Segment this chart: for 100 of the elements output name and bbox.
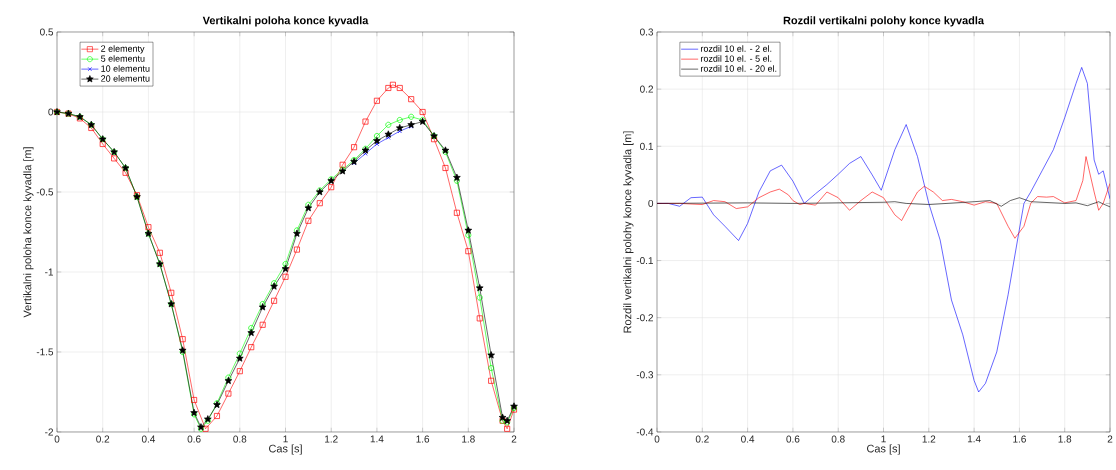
point: [396, 85, 403, 91]
point: [191, 397, 198, 403]
point: [373, 97, 380, 104]
legend-label: 10 elementu: [101, 65, 150, 72]
chart-title: Vertikalni poloha konce kyvadla: [202, 16, 369, 27]
point: [384, 130, 393, 138]
y-tick-label: -1: [45, 268, 54, 276]
point: [475, 284, 484, 292]
point: [111, 155, 118, 162]
point: [225, 374, 232, 381]
x-tick-label: 0.8: [831, 435, 845, 443]
x-tick-label: 1.4: [370, 435, 384, 443]
point: [305, 217, 312, 224]
point: [259, 321, 266, 328]
x-tick-label: 0: [54, 435, 60, 443]
y-tick-label: 0.2: [640, 85, 653, 93]
x-axis-title: Cas [s]: [269, 444, 302, 455]
point: [258, 303, 267, 311]
point: [259, 301, 266, 307]
point: [351, 144, 357, 151]
point: [385, 121, 392, 128]
x-tick-label: 1.8: [1058, 435, 1072, 443]
point: [488, 377, 495, 384]
point: [373, 136, 381, 145]
point: [304, 204, 313, 212]
legend-label: 2 elementy: [101, 45, 145, 54]
point: [294, 246, 300, 253]
x-tick-label: 0.2: [695, 435, 709, 443]
x-tick-label: 1.6: [1013, 435, 1026, 443]
point: [419, 109, 426, 115]
y-tick-label: -0.5: [36, 188, 54, 196]
point: [247, 328, 255, 337]
point: [224, 376, 233, 385]
point: [179, 336, 186, 343]
point: [282, 273, 289, 280]
y-tick-label: -2: [45, 428, 53, 436]
point: [281, 264, 290, 273]
x-axis-title: Cas [s]: [867, 444, 900, 455]
point: [408, 96, 415, 103]
x-tick-label: 1: [881, 435, 886, 443]
x-tick-label: 0.2: [96, 435, 110, 443]
point: [156, 249, 163, 256]
point: [271, 297, 278, 304]
point: [328, 184, 335, 191]
legend-label: 20 elementu: [101, 75, 150, 82]
x-tick-label: 0.4: [741, 435, 755, 443]
point: [339, 161, 346, 168]
y-tick-label: -0.4: [636, 428, 654, 436]
point: [407, 120, 415, 129]
chart-title: Rozdil vertikalni polohy konce kyvadla: [783, 16, 985, 27]
point: [476, 294, 483, 301]
point: [386, 135, 391, 140]
y-tick-label: 0: [648, 199, 654, 207]
point: [236, 354, 244, 362]
legend-label: rozdil 10 el. - 2 el.: [701, 45, 772, 52]
point: [214, 413, 220, 419]
point: [487, 351, 495, 359]
point: [168, 289, 175, 296]
y-tick-label: -0.3: [636, 371, 654, 379]
point: [362, 118, 369, 125]
line-series: [657, 197, 1111, 208]
x-tick-label: 0.4: [141, 435, 156, 443]
point: [465, 248, 472, 255]
x-tick-label: 0.6: [786, 435, 800, 443]
x-tick-label: 0: [654, 435, 660, 443]
point: [225, 390, 232, 397]
point: [316, 200, 323, 207]
point: [453, 177, 460, 184]
point: [465, 232, 472, 239]
x-tick-label: 0.6: [187, 435, 201, 443]
legend-label: rozdil 10 el. - 5 el.: [701, 55, 772, 62]
y-axis-title: Rozdil vertikalni polohy konce kyvadla [m]: [623, 131, 634, 333]
point: [248, 344, 255, 351]
point: [88, 125, 95, 131]
point: [282, 261, 289, 267]
point: [464, 226, 473, 234]
x-tick-label: 2: [1107, 435, 1113, 443]
y-tick-label: 0: [48, 108, 54, 116]
y-tick-label: -0.2: [636, 314, 653, 322]
point: [236, 350, 243, 357]
point: [396, 117, 403, 123]
y-tick-label: 0.3: [640, 28, 654, 36]
point: [122, 169, 129, 176]
point: [305, 201, 312, 208]
y-tick-label: -1.5: [36, 348, 54, 356]
point: [248, 325, 255, 331]
point: [385, 85, 392, 91]
x-tick-label: 1: [283, 435, 288, 443]
y-tick-label: 0.1: [640, 142, 654, 150]
point: [389, 81, 396, 88]
x-tick-label: 1.2: [325, 435, 338, 443]
point: [202, 425, 209, 432]
x-tick-label: 0.8: [233, 435, 247, 443]
x-tick-label: 1.2: [922, 435, 936, 443]
point: [145, 224, 152, 231]
y-tick-label: 0.5: [40, 28, 54, 36]
legend-label: 5 elementu: [101, 55, 145, 62]
x-tick-label: 1.8: [462, 435, 475, 443]
x-tick-label: 1.4: [967, 435, 981, 443]
point: [476, 315, 483, 322]
